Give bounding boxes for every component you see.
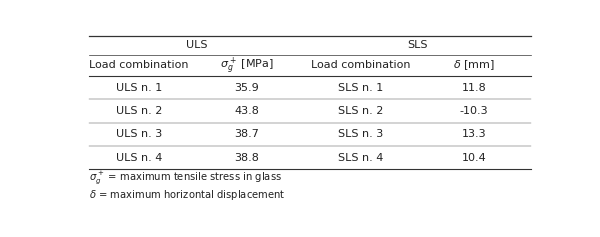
Text: -10.3: -10.3 bbox=[460, 106, 488, 116]
Text: 13.3: 13.3 bbox=[461, 129, 486, 139]
Text: 38.7: 38.7 bbox=[235, 129, 259, 139]
Text: ULS n. 1: ULS n. 1 bbox=[116, 82, 162, 93]
Text: SLS n. 1: SLS n. 1 bbox=[338, 82, 383, 93]
Text: 43.8: 43.8 bbox=[235, 106, 259, 116]
Text: 38.8: 38.8 bbox=[235, 153, 259, 163]
Text: ULS n. 3: ULS n. 3 bbox=[116, 129, 162, 139]
Text: SLS: SLS bbox=[407, 40, 428, 50]
Text: SLS n. 2: SLS n. 2 bbox=[338, 106, 383, 116]
Text: 10.4: 10.4 bbox=[461, 153, 486, 163]
Text: $\sigma_g^+$ = maximum tensile stress in glass: $\sigma_g^+$ = maximum tensile stress in… bbox=[89, 169, 282, 186]
Text: ULS n. 4: ULS n. 4 bbox=[116, 153, 162, 163]
Text: $\delta$ [mm]: $\delta$ [mm] bbox=[453, 59, 494, 72]
Text: Load combination: Load combination bbox=[311, 60, 411, 70]
Text: SLS n. 4: SLS n. 4 bbox=[338, 153, 383, 163]
Text: ULS: ULS bbox=[187, 40, 208, 50]
Text: SLS n. 3: SLS n. 3 bbox=[338, 129, 383, 139]
Text: $\sigma_g^+$ [MPa]: $\sigma_g^+$ [MPa] bbox=[220, 55, 274, 76]
Text: 11.8: 11.8 bbox=[461, 82, 486, 93]
Text: $\delta$ = maximum horizontal displacement: $\delta$ = maximum horizontal displaceme… bbox=[89, 188, 286, 202]
Text: ULS n. 2: ULS n. 2 bbox=[116, 106, 162, 116]
Text: Load combination: Load combination bbox=[89, 60, 188, 70]
Text: 35.9: 35.9 bbox=[235, 82, 259, 93]
